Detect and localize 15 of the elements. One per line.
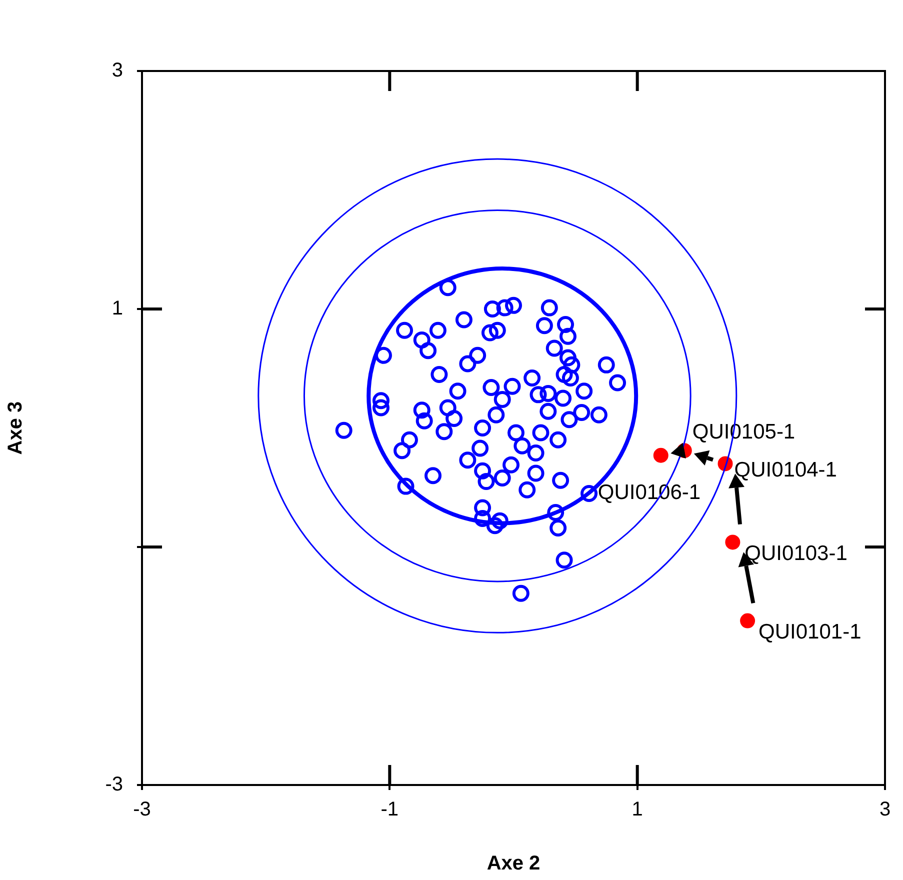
annotation: QUI0103-1 <box>744 542 848 566</box>
x-axis-title: Axe 2 <box>486 852 540 875</box>
x-tick-label: 3 <box>879 798 891 821</box>
y-tick-label: -3 <box>105 774 123 796</box>
y-tick-label: 3 <box>112 60 123 82</box>
point <box>653 448 668 463</box>
annotation: QUI0104-1 <box>734 458 837 482</box>
x-tick-label: 1 <box>632 798 643 821</box>
annotation: QUI0101-1 <box>758 620 862 644</box>
y-axis-title: Axe 3 <box>4 401 27 455</box>
y-tick-label: 1 <box>112 298 123 320</box>
point <box>740 613 756 628</box>
point <box>725 534 740 550</box>
x-tick-label: -3 <box>133 798 151 821</box>
x-tick-label: -1 <box>380 798 399 821</box>
